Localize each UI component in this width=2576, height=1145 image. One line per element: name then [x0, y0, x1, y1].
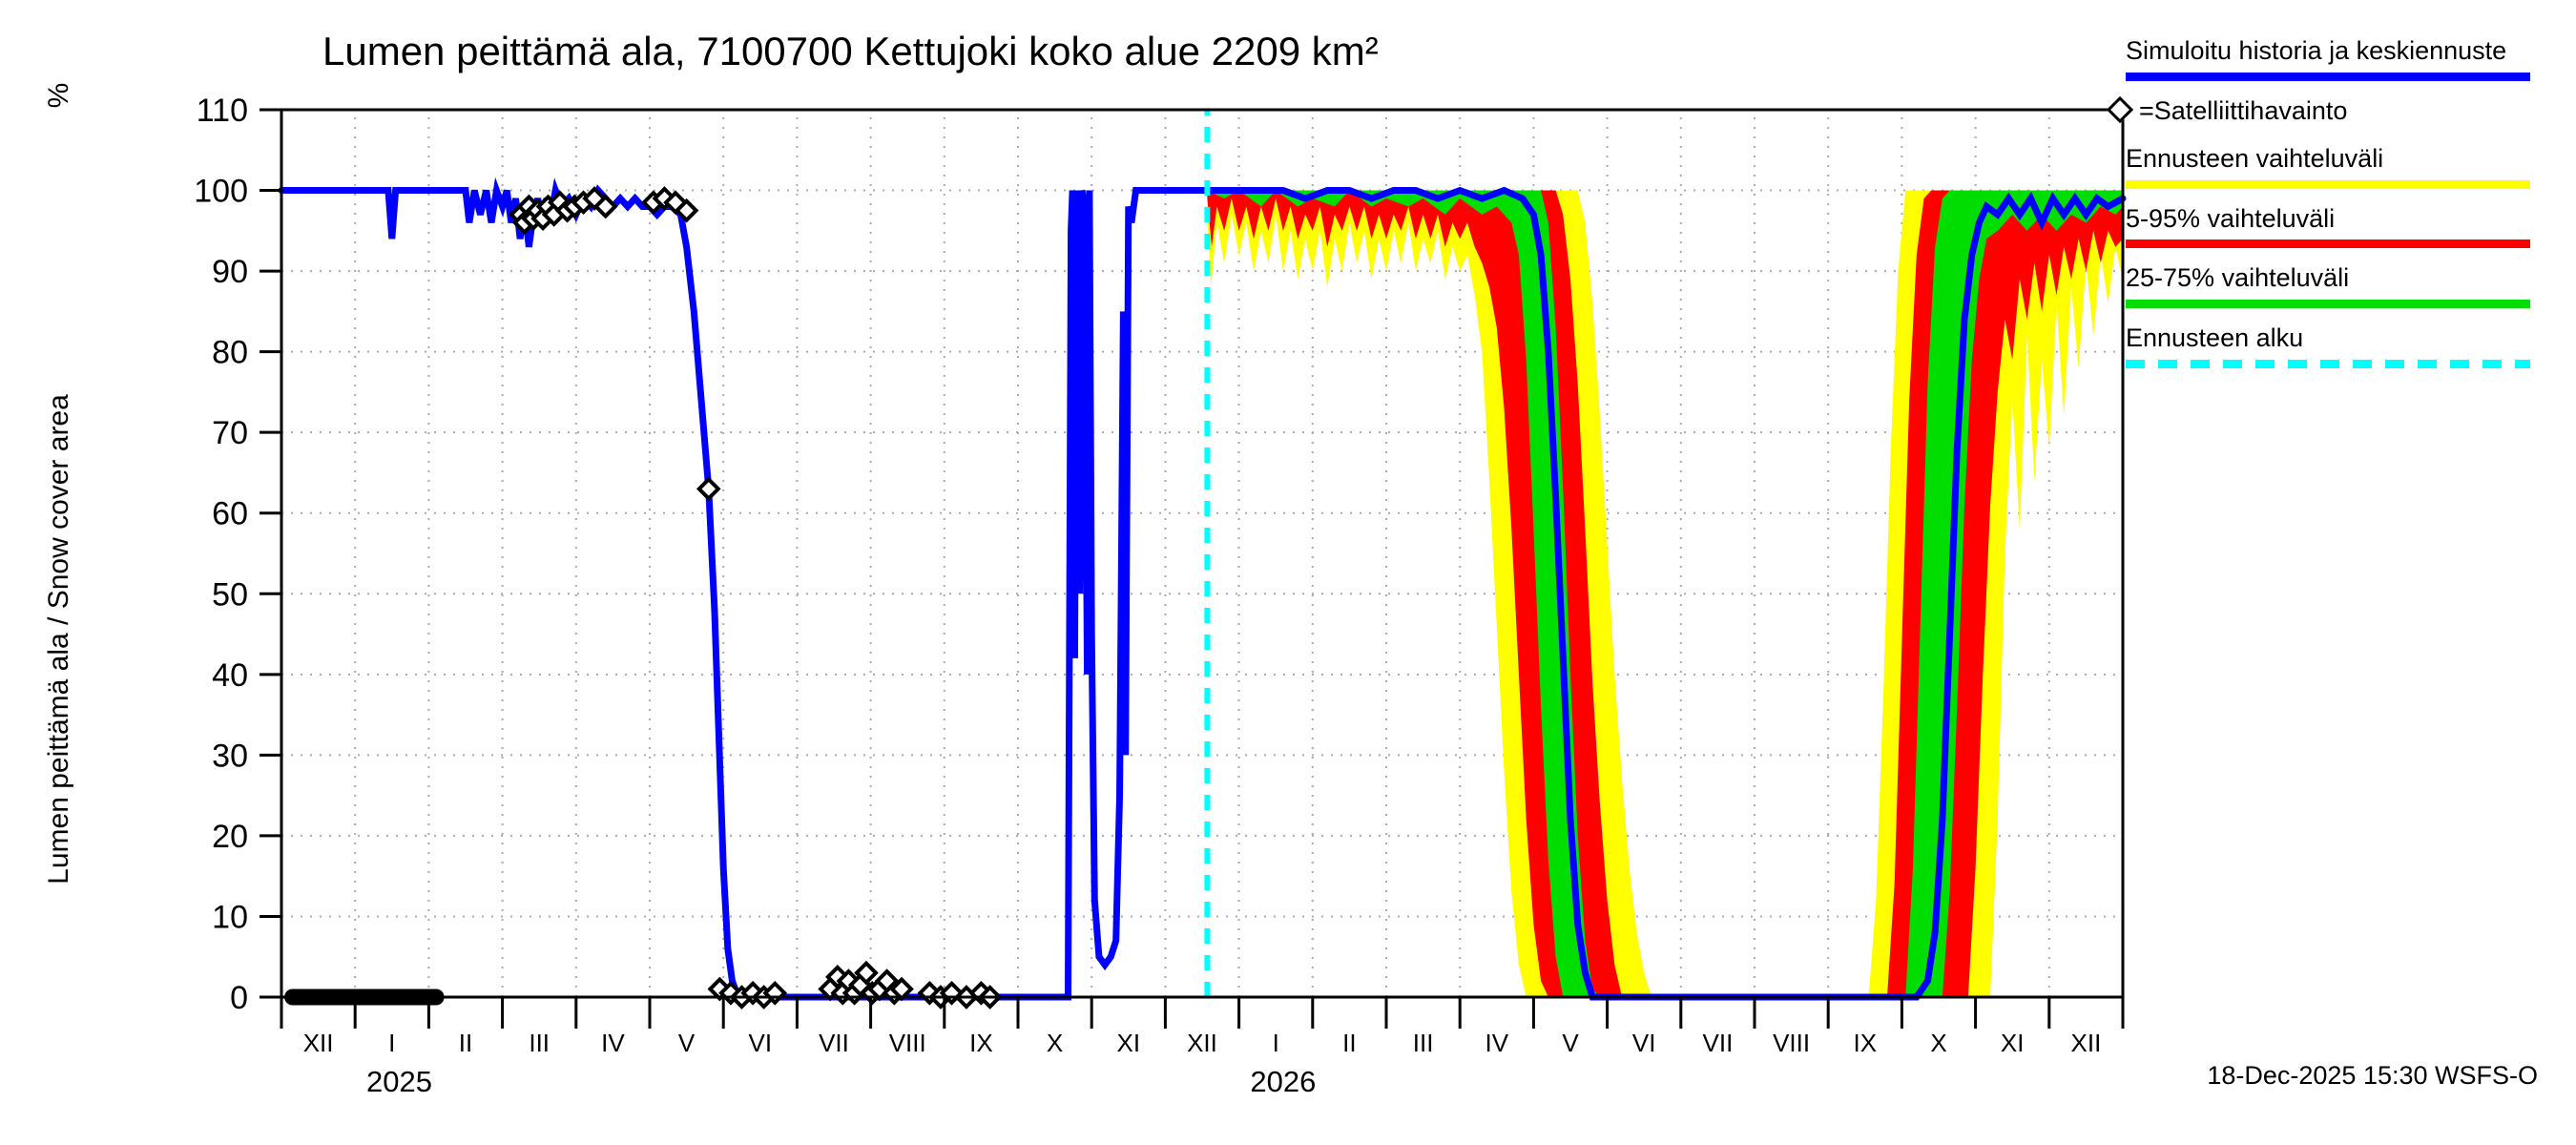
legend-item-full-range: Ennusteen vaihteluväli [2126, 144, 2530, 189]
x-tick-label: XII [303, 1029, 334, 1057]
legend-label-full-range: Ennusteen vaihteluväli [2126, 143, 2384, 173]
x-tick-label: II [459, 1029, 472, 1057]
legend-item-satellite: =Satelliittihavainto [2106, 95, 2530, 127]
x-tick-label: III [1413, 1029, 1434, 1057]
satellite-marker [889, 976, 914, 1002]
satellite-marker [674, 198, 699, 223]
legend-item-5-95: 5-95% vaihteluväli [2126, 204, 2530, 249]
y-tick-label: 100 [194, 174, 248, 210]
x-tick-label: XI [2001, 1029, 2025, 1057]
x-tick-label: VI [1632, 1029, 1656, 1057]
x-tick-label: IV [601, 1029, 625, 1057]
satellite-marker [592, 194, 618, 219]
x-tick-label: VII [819, 1029, 849, 1057]
legend-item-forecast-start: Ennusteen alku [2126, 323, 2530, 369]
axes: XII I II III IV V VI VII VIII IX X XI XII I II III IV V VI… [194, 93, 2125, 1098]
legend: Simuloitu historia ja keskiennuste =Sate… [2106, 36, 2530, 384]
y-tick-label: 20 [212, 819, 248, 855]
x-tick-label: XI [1117, 1029, 1141, 1057]
x-tick-label: X [1930, 1029, 1946, 1057]
x-tick-label: XII [1187, 1029, 1217, 1057]
x-tick-label: I [388, 1029, 395, 1057]
y-tick-label: 80 [212, 335, 248, 371]
legend-swatch-history-line [2126, 72, 2530, 81]
satellite-marker [854, 960, 879, 986]
legend-swatch-25-75 [2126, 300, 2530, 309]
x-tick-label: VIII [889, 1029, 926, 1057]
x-tick-label: I [1273, 1029, 1279, 1057]
legend-label-history: Simuloitu historia ja keskiennuste [2126, 36, 2507, 65]
y-tick-label: 90 [212, 254, 248, 290]
legend-label-25-75: 25-75% vaihteluväli [2126, 263, 2350, 293]
year-label: 2025 [366, 1065, 432, 1098]
x-tick-label: VIII [1773, 1029, 1810, 1057]
legend-swatch-full-range [2126, 179, 2530, 189]
chart-title: Lumen peittämä ala, 7100700 Kettujoki ko… [322, 29, 1379, 73]
x-tick-label: VII [1703, 1029, 1734, 1057]
gridlines [280, 109, 2124, 998]
y-tick-label: 10 [212, 899, 248, 935]
legend-label-satellite: =Satelliittihavainto [2139, 95, 2348, 125]
year-label: 2026 [1250, 1065, 1316, 1098]
x-tick-label: VI [749, 1029, 773, 1057]
legend-swatch-forecast-start [2126, 360, 2530, 369]
legend-item-25-75: 25-75% vaihteluväli [2126, 263, 2530, 309]
timestamp: 18-Dec-2025 15:30 WSFS-O [2207, 1061, 2538, 1090]
satellite-markers [509, 186, 1003, 1010]
history-line [278, 177, 1211, 1001]
y-tick-label: 40 [212, 657, 248, 694]
legend-label-5-95: 5-95% vaihteluväli [2126, 203, 2336, 233]
y-tick-label: 60 [212, 496, 248, 532]
y-tick-label: 0 [230, 980, 248, 1016]
band-full-range [1207, 190, 2123, 997]
band-25-75 [1207, 190, 2123, 997]
x-tick-label: III [529, 1029, 550, 1057]
x-tick-label: X [1047, 1029, 1063, 1057]
legend-label-forecast-start: Ennusteen alku [2126, 323, 2304, 353]
x-tick-label: IX [1854, 1029, 1878, 1057]
y-tick-label: 70 [212, 415, 248, 451]
legend-item-history: Simuloitu historia ja keskiennuste [2126, 36, 2530, 81]
x-tick-label: IV [1485, 1029, 1509, 1057]
legend-swatch-5-95 [2126, 239, 2530, 249]
x-tick-label: XII [2071, 1029, 2102, 1057]
x-tick-label: V [1562, 1029, 1579, 1057]
satellite-marker [696, 476, 721, 502]
y-tick-label: 110 [197, 93, 248, 129]
x-tick-label: IX [969, 1029, 993, 1057]
x-tick-label: II [1342, 1029, 1356, 1057]
plot-frame [280, 108, 2125, 999]
x-tick-label: V [678, 1029, 696, 1057]
y-tick-label: 30 [212, 738, 248, 774]
y-tick-label: 50 [212, 576, 248, 613]
